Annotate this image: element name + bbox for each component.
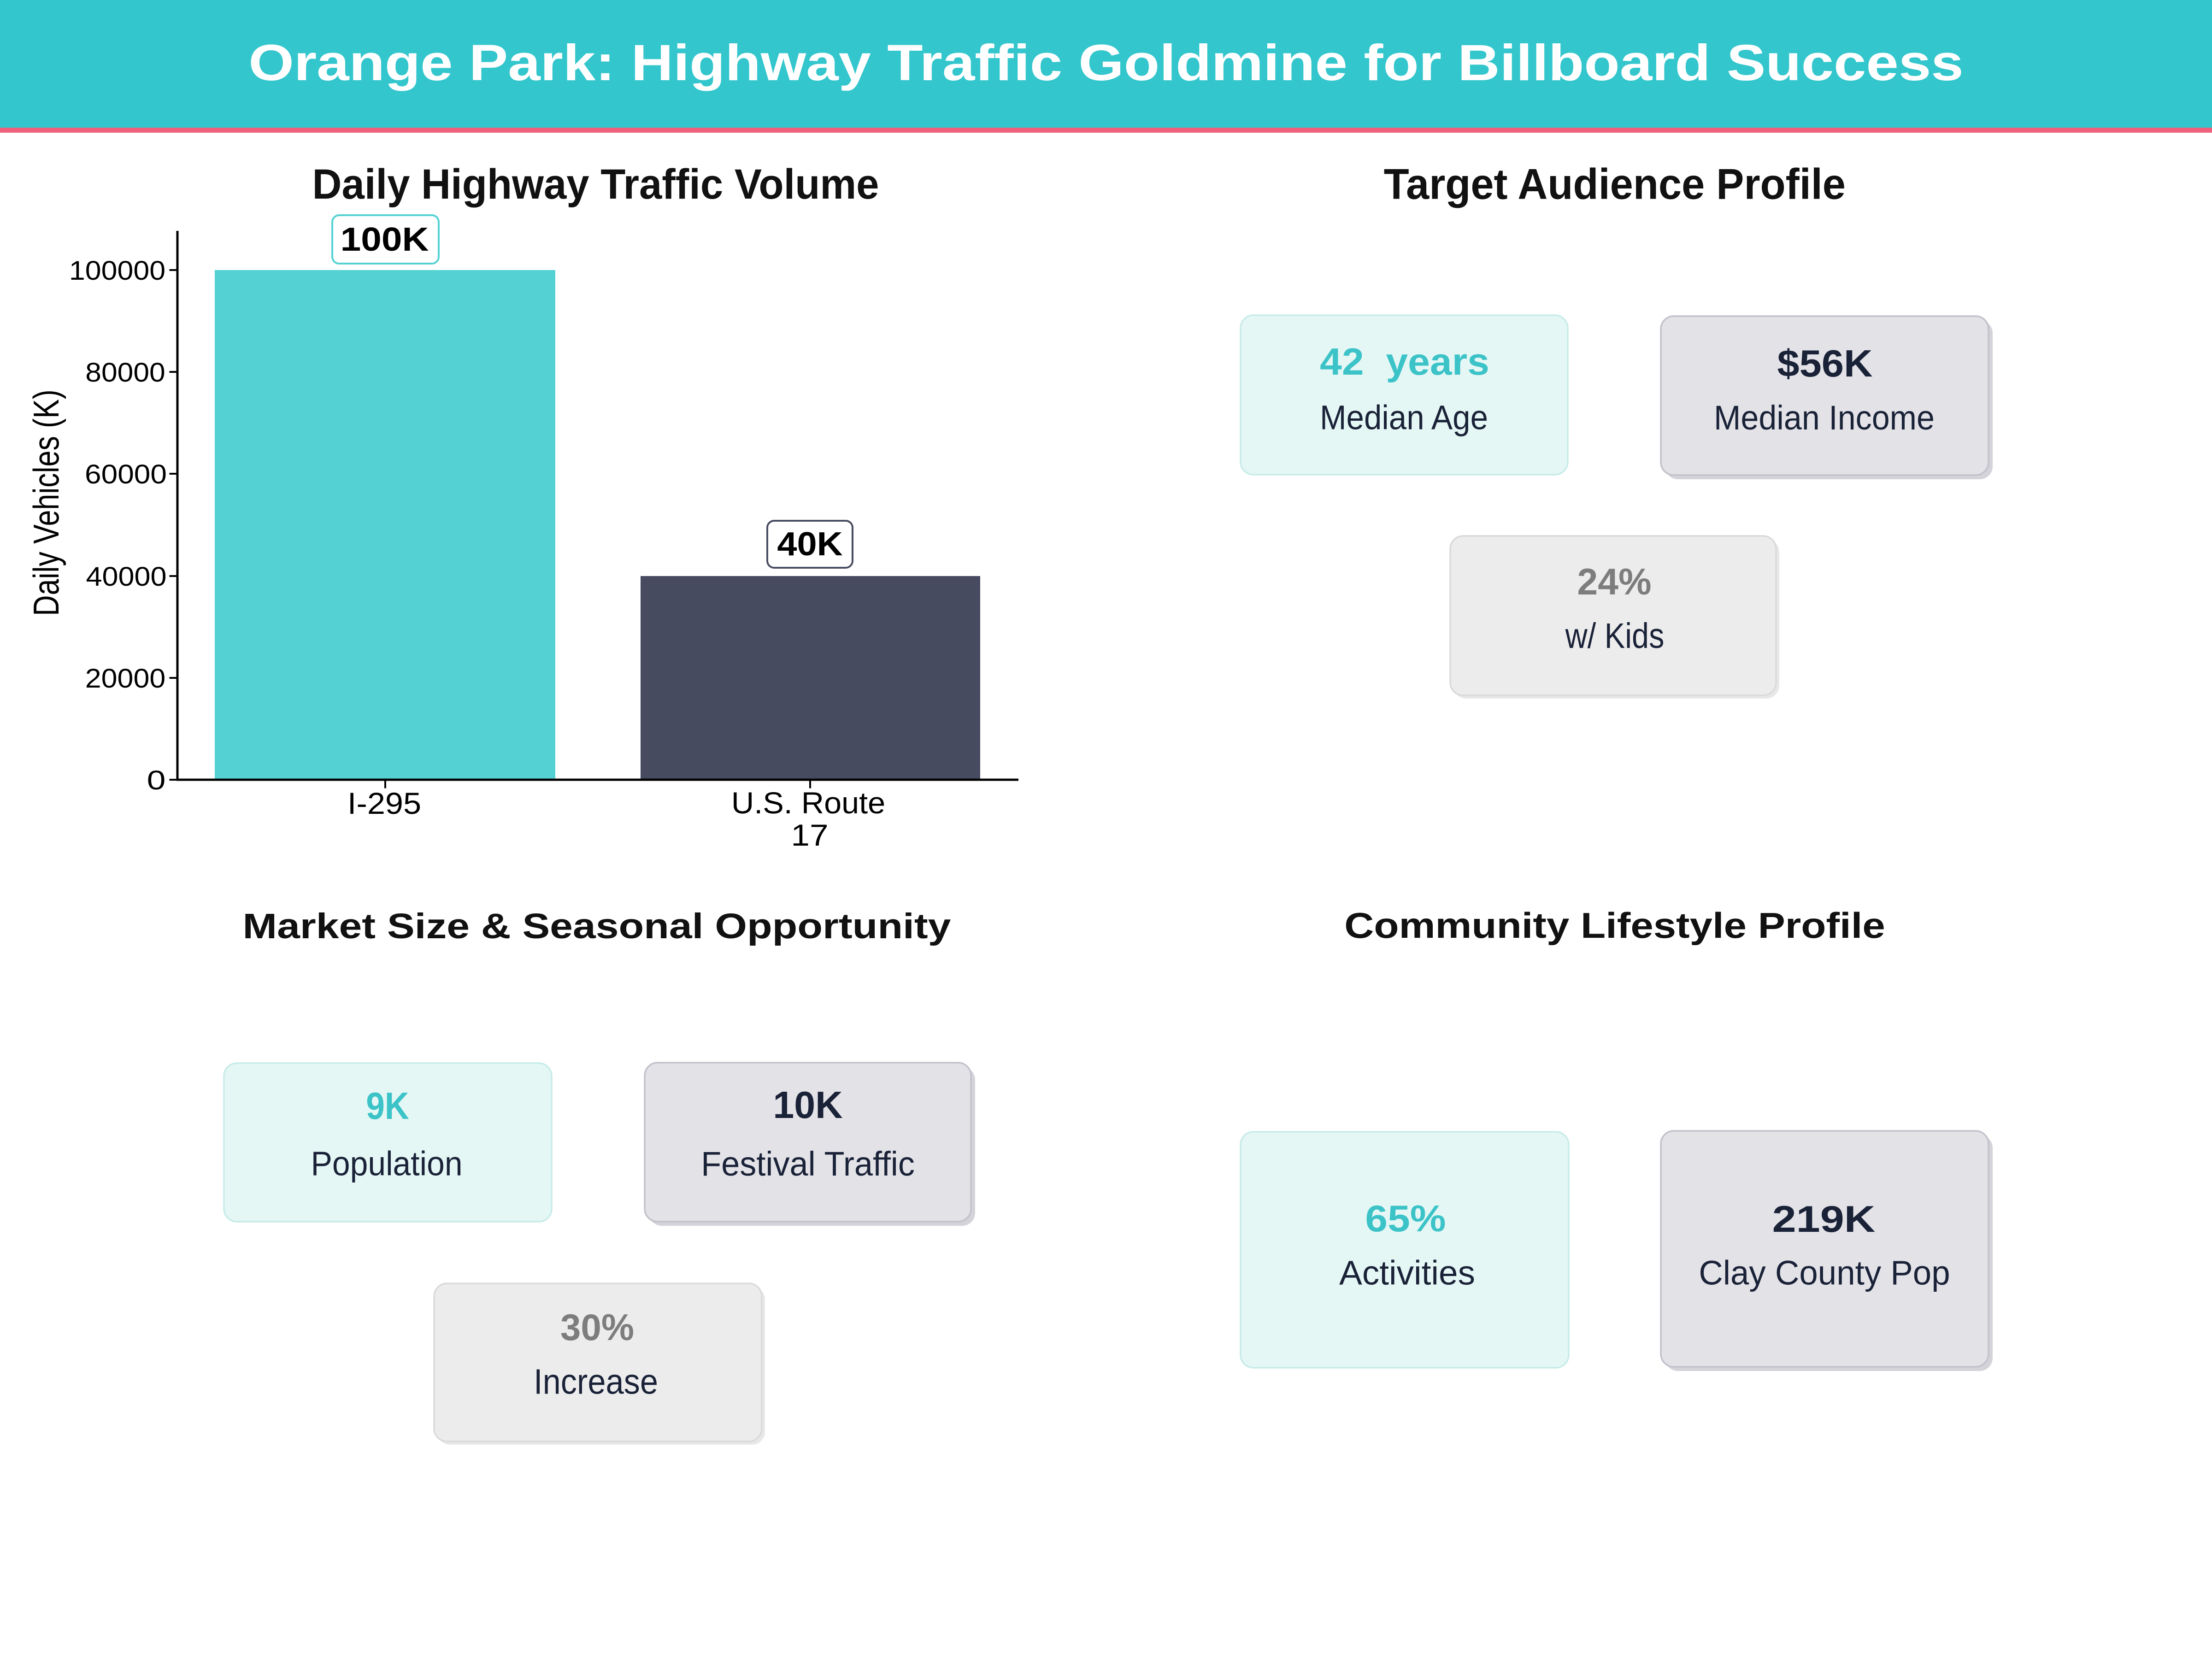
svg-text:40000: 40000 bbox=[86, 561, 166, 592]
svg-text:w/ Kids: w/ Kids bbox=[1565, 617, 1665, 656]
svg-text:$56K: $56K bbox=[1777, 342, 1872, 385]
svg-text:Community Lifestyle Profile: Community Lifestyle Profile bbox=[1344, 905, 1885, 946]
svg-text:Orange Park: Highway Traffic G: Orange Park: Highway Traffic Goldmine fo… bbox=[248, 35, 1963, 92]
svg-text:20000: 20000 bbox=[85, 663, 165, 694]
svg-text:Festival Traffic: Festival Traffic bbox=[701, 1145, 915, 1183]
svg-text:Target Audience Profile: Target Audience Profile bbox=[1384, 160, 1846, 208]
svg-text:219K: 219K bbox=[1772, 1198, 1876, 1240]
svg-text:10K: 10K bbox=[773, 1084, 842, 1126]
svg-text:24%: 24% bbox=[1577, 561, 1651, 603]
svg-text:100K: 100K bbox=[341, 221, 429, 258]
svg-text:Market Size & Seasonal Opportu: Market Size & Seasonal Opportunity bbox=[243, 906, 951, 946]
svg-text:80000: 80000 bbox=[85, 357, 165, 388]
svg-text:Daily Vehicles (K): Daily Vehicles (K) bbox=[26, 389, 66, 616]
svg-text:Activities: Activities bbox=[1339, 1254, 1475, 1292]
svg-text:I-295: I-295 bbox=[347, 787, 421, 820]
svg-text:17: 17 bbox=[791, 818, 828, 852]
svg-text:Increase: Increase bbox=[534, 1362, 658, 1402]
svg-text:Population: Population bbox=[311, 1145, 462, 1183]
svg-text:30%: 30% bbox=[560, 1307, 634, 1349]
svg-text:Daily Highway Traffic Volume: Daily Highway Traffic Volume bbox=[312, 160, 879, 208]
svg-text:Clay County Pop: Clay County Pop bbox=[1699, 1254, 1950, 1292]
svg-text:0: 0 bbox=[147, 765, 166, 795]
svg-text:65%: 65% bbox=[1365, 1198, 1446, 1239]
svg-text:42 years: 42 years bbox=[1320, 341, 1489, 383]
svg-text:U.S. Route: U.S. Route bbox=[731, 786, 885, 820]
svg-text:Median Age: Median Age bbox=[1320, 399, 1488, 437]
svg-text:40K: 40K bbox=[777, 525, 842, 562]
svg-text:60000: 60000 bbox=[85, 459, 167, 489]
svg-text:100000: 100000 bbox=[69, 255, 165, 286]
svg-text:9K: 9K bbox=[366, 1085, 409, 1127]
svg-text:Median Income: Median Income bbox=[1714, 399, 1935, 437]
